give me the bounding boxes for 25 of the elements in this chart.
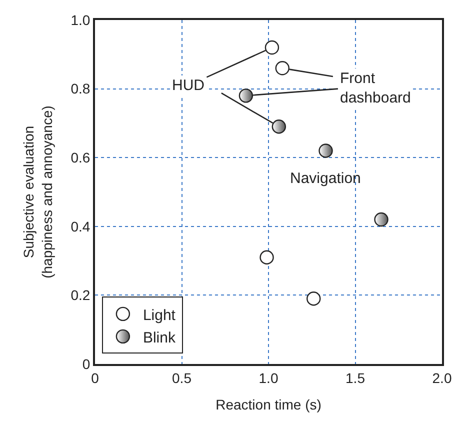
y-tick-label: 0.8 [70, 80, 90, 97]
point [318, 144, 333, 158]
legend-label: Blink [142, 329, 176, 346]
x-tick-label: 1.5 [346, 370, 366, 386]
point [272, 120, 286, 134]
y-tick-label: 0 [82, 356, 90, 372]
legend-label: Light [142, 306, 176, 324]
y-tick-label: 0.4 [70, 218, 90, 234]
annotation: HUD [172, 77, 205, 94]
point [260, 250, 274, 264]
point [275, 61, 290, 76]
point [264, 40, 280, 55]
x-axis-title: Reaction time (s) [216, 396, 322, 413]
annotation: Navigation [290, 170, 361, 187]
point [238, 88, 254, 103]
x-tick-label: 2.0 [432, 370, 452, 386]
point [306, 292, 321, 306]
point [374, 212, 388, 227]
y-axis-title: Subjective evaluation (happiness and annoyance) [20, 106, 55, 278]
y-tick-label: 0.2 [70, 287, 90, 304]
y-tick-label: 1.0 [70, 12, 90, 28]
x-tick-label: 0.5 [172, 370, 192, 386]
y-tick-label: 0.6 [70, 150, 90, 166]
x-tick-label: 1.0 [258, 370, 278, 386]
annotation: Front dashboard [340, 70, 411, 106]
